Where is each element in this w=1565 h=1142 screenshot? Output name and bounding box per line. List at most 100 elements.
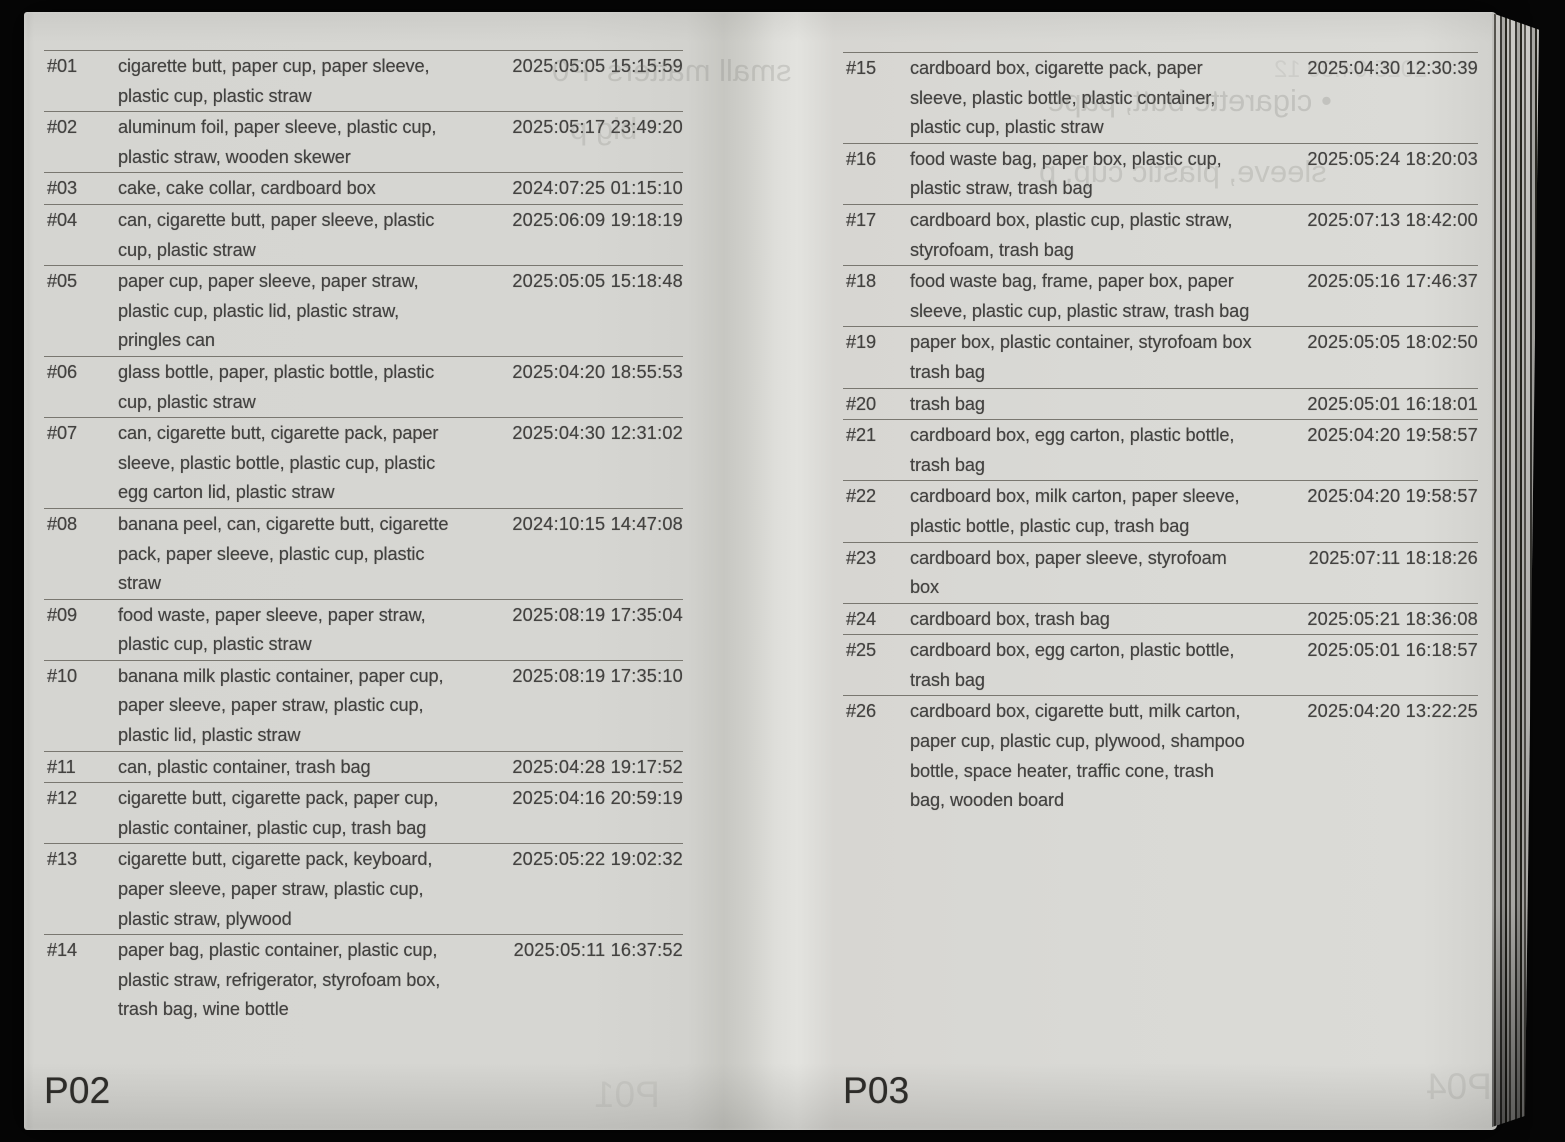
entry-items: cardboard box, milk carton, paper sleeve… <box>910 486 1240 536</box>
entry-row: #26 cardboard box, cigarette butt, milk c… <box>843 695 1478 815</box>
show-through-text: sleeve, plastic cup, p <box>1039 154 1327 189</box>
entry-items: glass bottle, paper, plastic bottle, pla… <box>118 361 435 412</box>
entry-timestamp: 2025:06:09 19:18:19 <box>512 209 683 230</box>
entry-row: #20 trash bag 2025:05:01 16:18:01 <box>843 387 1478 420</box>
entry-id: #05 <box>47 271 78 292</box>
entry-row: #02 aluminum foil, paper sleeve, plastic … <box>44 111 683 172</box>
entry-timestamp: 2025:04:30 12:31:02 <box>512 423 683 444</box>
entry-id: #16 <box>846 148 877 169</box>
entry-row: #22 cardboard box, milk carton, paper sle… <box>843 480 1478 541</box>
entry-id: #03 <box>47 178 78 199</box>
entry-row: #25 cardboard box, egg carton, plastic bo… <box>843 634 1478 695</box>
entry-timestamp: 2025:04:20 19:58:57 <box>1307 425 1478 446</box>
entry-id: #19 <box>846 332 877 353</box>
trash-log-table-left: #01 cigarette butt, paper cup, paper slee… <box>44 50 683 1025</box>
entry-items: paper bag, plastic container, plastic cu… <box>118 940 441 1020</box>
entry-row: #23 cardboard box, paper sleeve, styrofoa… <box>843 541 1478 603</box>
entry-timestamp: 2024:07:25 01:15:10 <box>512 178 683 199</box>
entry-items: can, cigarette butt, cigarette pack, pap… <box>118 423 439 503</box>
entry-row: #16 food waste bag, paper box, plastic cu… <box>843 142 1478 204</box>
entry-row: #07 can, cigarette butt, cigarette pack, … <box>44 417 683 508</box>
entry-id: #10 <box>47 665 78 686</box>
entry-id: #13 <box>47 849 78 870</box>
entry-items: cardboard box, egg carton, plastic bottl… <box>910 425 1235 475</box>
entry-id: #15 <box>846 58 877 78</box>
entry-row: #04 can, cigarette butt, paper sleeve, pl… <box>44 203 683 265</box>
show-through-page-number: P04 <box>1426 1066 1492 1107</box>
show-through-text: small matters P0 <box>552 53 792 88</box>
show-through-page-number: P01 <box>594 1074 660 1115</box>
entry-id: #08 <box>47 513 78 534</box>
entry-items: food waste bag, frame, paper box, paper … <box>910 271 1250 321</box>
entry-timestamp: 2025:07:11 18:18:26 <box>1308 547 1478 568</box>
entry-row: #18 food waste bag, frame, paper box, pap… <box>843 265 1478 326</box>
entry-timestamp: 2025:04:20 19:58:57 <box>1307 486 1478 507</box>
entry-row: #14 paper bag, plastic container, plastic… <box>44 934 683 1025</box>
entry-row: #24 cardboard box, trash bag 2025:05:21 18… <box>843 602 1478 635</box>
entry-id: #07 <box>47 423 78 444</box>
entry-row: #21 cardboard box, egg carton, plastic bo… <box>843 419 1478 480</box>
entry-row: #15 cardboard box, cigarette pack, paper … <box>843 52 1478 143</box>
entry-timestamp: 2025:04:30 12:30:39 <box>1307 58 1478 78</box>
entry-id: #17 <box>846 209 877 230</box>
entry-items: banana milk plastic container, paper cup… <box>118 665 444 746</box>
entry-timestamp: 2025:05:01 16:18:57 <box>1307 640 1478 661</box>
entry-items: food waste bag, paper box, plastic cup, … <box>910 148 1222 199</box>
entry-row: #11 can, plastic container, trash bag 2025… <box>44 750 683 783</box>
entry-items: food waste, paper sleeve, paper straw, p… <box>118 604 426 655</box>
book-fore-edge <box>1492 13 1539 1127</box>
entry-items: cardboard box, cigarette pack, paper sle… <box>910 58 1216 138</box>
show-through-text: • cigarette butt, pape <box>1047 83 1332 118</box>
entry-items: cigarette butt, paper cup, paper sleeve,… <box>118 56 430 106</box>
entry-items: paper box, plastic container, styrofoam … <box>910 332 1252 382</box>
entry-timestamp: 2025:07:13 18:42:00 <box>1307 209 1478 230</box>
entry-timestamp: 2025:05:05 18:02:50 <box>1307 332 1478 353</box>
entry-items: banana peel, can, cigarette butt, cigare… <box>118 513 449 594</box>
entry-timestamp: 2025:05:21 18:36:08 <box>1307 608 1478 629</box>
entry-items: cardboard box, paper sleeve, styrofoam b… <box>910 547 1227 598</box>
show-through-text: 2025:04:30 12 <box>1274 56 1428 83</box>
entry-id: #26 <box>846 701 877 722</box>
entry-id: #01 <box>47 56 78 76</box>
entry-timestamp: 2025:04:20 18:55:53 <box>512 361 683 382</box>
show-through-text: big p <box>570 111 638 146</box>
entry-row: #03 cake, cake collar, cardboard box 2024:… <box>44 172 683 204</box>
entry-id: #11 <box>47 756 76 777</box>
entry-id: #22 <box>846 486 877 507</box>
entry-id: #06 <box>47 361 78 382</box>
entry-id: #23 <box>846 547 877 568</box>
entry-items: trash bag <box>910 393 985 414</box>
entry-timestamp: 2025:05:01 16:18:01 <box>1307 393 1478 414</box>
entry-timestamp: 2025:08:19 17:35:04 <box>512 604 683 625</box>
entry-row: #08 banana peel, can, cigarette butt, cig… <box>44 507 683 599</box>
trash-log-table-right: #15 cardboard box, cigarette pack, paper … <box>843 52 1478 816</box>
entry-items: aluminum foil, paper sleeve, plastic cup… <box>118 117 437 167</box>
entry-timestamp: 2024:10:15 14:47:08 <box>512 513 683 534</box>
entry-id: #09 <box>47 604 78 625</box>
entry-items: cake, cake collar, cardboard box <box>118 178 376 199</box>
entry-timestamp: 2025:05:24 18:20:03 <box>1307 148 1478 169</box>
entry-items: cardboard box, trash bag <box>910 608 1110 629</box>
entry-id: #04 <box>47 209 78 230</box>
entry-row: #01 cigarette butt, paper cup, paper slee… <box>44 50 683 111</box>
entry-items: cigarette butt, cigarette pack, paper cu… <box>118 788 439 838</box>
entry-items: cardboard box, cigarette butt, milk cart… <box>910 701 1245 811</box>
entry-items: cigarette butt, cigarette pack, keyboard… <box>118 849 433 929</box>
entry-row: #17 cardboard box, plastic cup, plastic s… <box>843 203 1478 265</box>
entry-items: can, plastic container, trash bag <box>118 756 371 777</box>
entry-timestamp: 2025:04:16 20:59:19 <box>512 788 683 809</box>
entry-id: #18 <box>846 271 877 292</box>
entry-timestamp: 2025:04:28 19:17:52 <box>512 756 683 777</box>
book-spread: #01 cigarette butt, paper cup, paper slee… <box>24 12 1497 1130</box>
entry-row: #19 paper box, plastic container, styrofo… <box>843 326 1478 387</box>
entry-row: #12 cigarette butt, cigarette pack, paper… <box>44 782 683 843</box>
entry-id: #25 <box>846 640 877 661</box>
page-number-right: P03 <box>843 1070 910 1111</box>
entry-row: #09 food waste, paper sleeve, paper straw… <box>44 598 683 660</box>
entry-id: #02 <box>47 117 78 138</box>
entry-timestamp: 2025:05:16 17:46:37 <box>1307 271 1478 292</box>
entry-items: paper cup, paper sleeve, paper straw, pl… <box>118 271 419 351</box>
entry-id: #12 <box>47 788 78 809</box>
entry-row: #05 paper cup, paper sleeve, paper straw,… <box>44 265 683 356</box>
